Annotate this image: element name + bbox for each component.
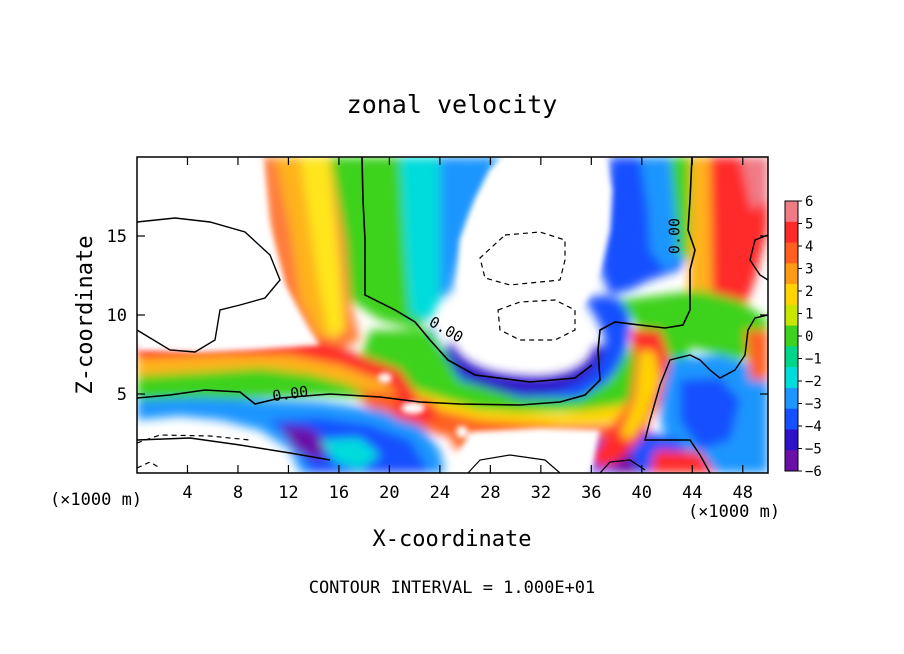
colorbar-label: −1: [805, 352, 822, 368]
colorbar-swatch: [785, 450, 798, 472]
contour-label: 0.00: [271, 382, 309, 405]
colorbar-label: 5: [805, 217, 813, 233]
x-tick-label: 32: [531, 483, 551, 503]
colorbar-swatch: [785, 263, 798, 285]
contour-lines: [137, 157, 768, 473]
colorbar-label: 2: [805, 284, 813, 300]
colorbar-label: 4: [805, 239, 813, 255]
x-tick-label: 20: [379, 483, 399, 503]
colorbar-swatch: [785, 367, 798, 389]
colorbar-label: −3: [805, 397, 822, 413]
x-tick-label: 4: [182, 483, 192, 503]
colorbar-swatch: [785, 387, 798, 410]
x-tick-label: 8: [233, 483, 243, 503]
y-unit-label: (×1000 m): [50, 490, 142, 510]
y-tick-label: 15: [107, 227, 127, 247]
white-bubble: [458, 157, 612, 350]
x-axis-title: X-coordinate: [373, 527, 532, 552]
colorbar-swatch: [785, 201, 798, 223]
x-tick-label: 28: [480, 483, 500, 503]
colorbar-label: −4: [805, 419, 822, 435]
chart-title: zonal velocity: [347, 90, 558, 119]
colorbar-label: 1: [805, 307, 813, 323]
colorbar-swatch: [785, 408, 798, 430]
colorbar-swatch: [785, 429, 798, 451]
heatmap-field: [137, 157, 768, 473]
colorbar-label: −6: [805, 464, 822, 480]
colorbar-swatch: [785, 346, 798, 368]
y-tick-label: 10: [107, 306, 127, 326]
colorbar-label: −2: [805, 374, 822, 390]
colorbar-swatch: [785, 242, 798, 264]
y-axis-title: Z-coordinate: [73, 236, 98, 395]
x-unit-label: (×1000 m): [688, 502, 780, 522]
x-axis-ticks: 4 8 12 16 20 24 28 32 36 40 44 48: [182, 157, 753, 503]
x-tick-label: 44: [682, 483, 702, 503]
colorbar-swatch: [785, 221, 798, 244]
colorbar-swatch: [785, 304, 798, 327]
colorbar-label: −5: [805, 442, 822, 458]
y-tick-label: 5: [117, 385, 127, 405]
colorbar-label: 3: [805, 262, 813, 278]
contour-interval-footer: CONTOUR INTERVAL = 1.000E+01: [309, 578, 596, 598]
y-axis-ticks: 5 10 15: [107, 227, 768, 405]
x-tick-label: 12: [278, 483, 298, 503]
colorbar-label: 6: [805, 194, 813, 210]
colorbar: 6 5 4 3 2 1 0 −1 −2 −3 −4 −5 −6: [784, 194, 822, 480]
x-tick-label: 48: [733, 483, 753, 503]
contour-label: 0.00: [666, 218, 684, 254]
x-tick-label: 24: [430, 483, 450, 503]
colorbar-swatch: [785, 284, 798, 306]
x-tick-label: 40: [632, 483, 652, 503]
zero-contour-mid: [361, 157, 593, 383]
colorbar-swatch: [785, 325, 798, 347]
x-tick-label: 36: [581, 483, 601, 503]
colorbar-label: 0: [805, 329, 813, 345]
zero-contour-main: [137, 157, 696, 406]
x-tick-label: 16: [329, 483, 349, 503]
